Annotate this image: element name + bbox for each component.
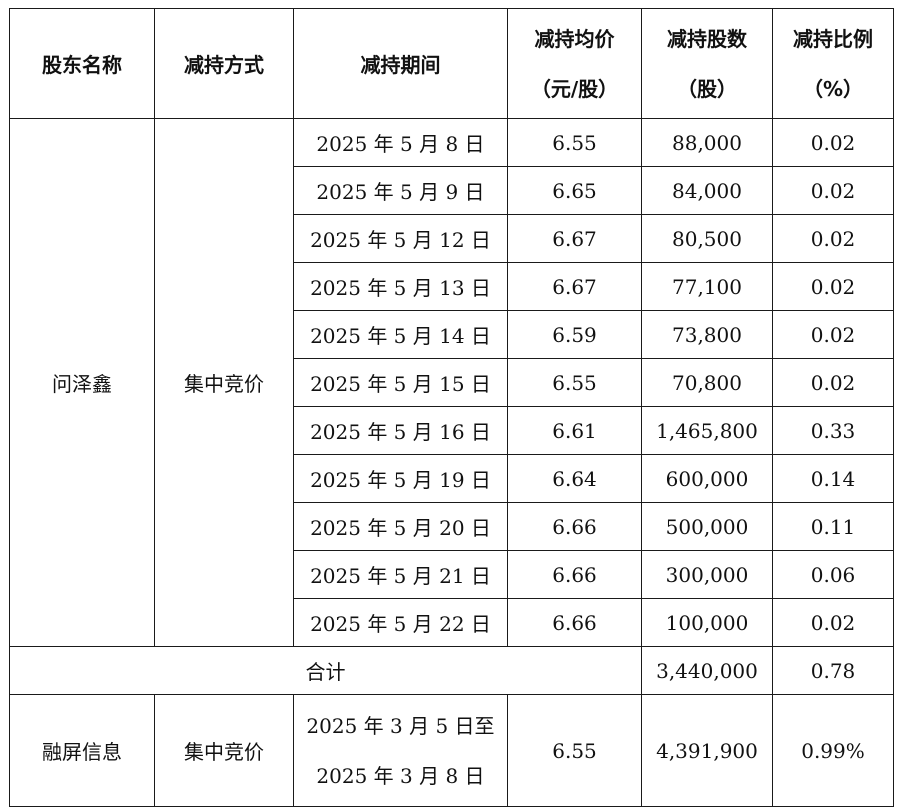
ratio-cell: 0.02 [772,598,894,647]
price-cell: 6.59 [507,310,642,359]
table-row: 2025 年 5 月 21 日 6.66 300,000 0.06 [10,550,894,599]
header-row: 股东名称 减持方式 减持期间 减持均价 （元/股） 减持股数 （股） 减持比例 … [9,8,894,119]
header-shares: 减持股数 （股） [641,8,773,119]
share-reduction-table: 股东名称 减持方式 减持期间 减持均价 （元/股） 减持股数 （股） 减持比例 … [9,8,894,807]
header-ratio-unit: （%） [802,76,864,101]
header-method: 减持方式 [154,8,294,119]
method-cell: 集中竞价 [154,118,294,647]
table-row: 2025 年 5 月 15 日 6.55 70,800 0.02 [10,358,894,407]
price-cell: 6.55 [507,358,642,407]
total-row: 合计 3,440,000 0.78 [9,646,894,695]
shares-cell: 88,000 [641,118,773,167]
holder-cell: 问泽鑫 [9,118,155,647]
header-holder: 股东名称 [9,8,155,119]
price-cell: 6.65 [507,166,642,215]
shares-cell: 300,000 [641,550,773,599]
price-cell: 6.61 [507,406,642,455]
ratio-cell: 0.33 [772,406,894,455]
header-avg-price-unit: （元/股） [530,76,619,101]
date-range-end: 2025 年 3 月 8 日 [316,763,485,788]
shares-cell: 73,800 [641,310,773,359]
table-row: 2025 年 5 月 16 日 6.61 1,465,800 0.33 [10,406,894,455]
shares-cell: 1,465,800 [641,406,773,455]
header-period: 减持期间 [293,8,508,119]
date-cell: 2025 年 5 月 22 日 [293,598,508,647]
shares-cell: 70,800 [641,358,773,407]
ratio-cell: 0.02 [772,310,894,359]
price-cell: 6.66 [507,598,642,647]
shares-cell: 80,500 [641,214,773,263]
header-shares-label: 减持股数 [667,26,747,51]
price-cell: 6.66 [507,502,642,551]
ratio-cell: 0.02 [772,118,894,167]
total-label: 合计 [9,646,642,695]
price-cell: 6.67 [507,262,642,311]
table-row: 2025 年 5 月 22 日 6.66 100,000 0.02 [10,598,894,647]
header-avg-price-label: 减持均价 [534,26,615,51]
ratio-cell: 0.02 [772,262,894,311]
price-cell: 6.55 [507,694,642,807]
shares-cell: 84,000 [641,166,773,215]
table-row: 2025 年 5 月 14 日 6.59 73,800 0.02 [10,310,894,359]
date-range-start: 2025 年 3 月 5 日至 [306,713,495,738]
method-cell: 集中竞价 [154,694,294,807]
table-row: 2025 年 5 月 19 日 6.64 600,000 0.14 [10,454,894,503]
date-cell: 2025 年 5 月 8 日 [293,118,508,167]
total-shares: 3,440,000 [641,646,773,695]
ratio-cell: 0.11 [772,502,894,551]
table-row: 融屏信息 集中竞价 2025 年 3 月 5 日至 2025 年 3 月 8 日… [9,694,894,807]
date-cell: 2025 年 5 月 16 日 [293,406,508,455]
price-cell: 6.66 [507,550,642,599]
header-ratio-label: 减持比例 [793,26,873,51]
ratio-cell: 0.99% [772,694,894,807]
table-row: 2025 年 5 月 12 日 6.67 80,500 0.02 [10,214,894,263]
shares-cell: 100,000 [641,598,773,647]
holder-cell: 融屏信息 [9,694,155,807]
table-row: 2025 年 5 月 13 日 6.67 77,100 0.02 [10,262,894,311]
price-cell: 6.55 [507,118,642,167]
price-cell: 6.67 [507,214,642,263]
date-cell: 2025 年 5 月 9 日 [293,166,508,215]
date-cell: 2025 年 5 月 20 日 [293,502,508,551]
date-cell: 2025 年 5 月 12 日 [293,214,508,263]
date-cell: 2025 年 5 月 15 日 [293,358,508,407]
table-row: 问泽鑫 集中竞价 2025 年 5 月 8 日 6.55 88,000 0.02 [9,118,894,647]
ratio-cell: 0.06 [772,550,894,599]
ratio-cell: 0.02 [772,358,894,407]
shares-cell: 500,000 [641,502,773,551]
shares-cell: 600,000 [641,454,773,503]
header-shares-unit: （股） [677,76,737,101]
date-cell: 2025 年 5 月 13 日 [293,262,508,311]
date-cell: 2025 年 5 月 21 日 [293,550,508,599]
ratio-cell: 0.02 [772,166,894,215]
date-range-cell: 2025 年 3 月 5 日至 2025 年 3 月 8 日 [293,694,508,807]
header-avg-price: 减持均价 （元/股） [507,8,642,119]
shares-cell: 77,100 [641,262,773,311]
shares-cell: 4,391,900 [641,694,773,807]
reduction-table-wrapper: 股东名称 减持方式 减持期间 减持均价 （元/股） 减持股数 （股） 减持比例 … [9,8,894,807]
ratio-cell: 0.14 [772,454,894,503]
ratio-cell: 0.02 [772,214,894,263]
total-ratio: 0.78 [772,646,894,695]
date-cell: 2025 年 5 月 14 日 [293,310,508,359]
date-cell: 2025 年 5 月 19 日 [293,454,508,503]
header-ratio: 减持比例 （%） [772,8,894,119]
price-cell: 6.64 [507,454,642,503]
